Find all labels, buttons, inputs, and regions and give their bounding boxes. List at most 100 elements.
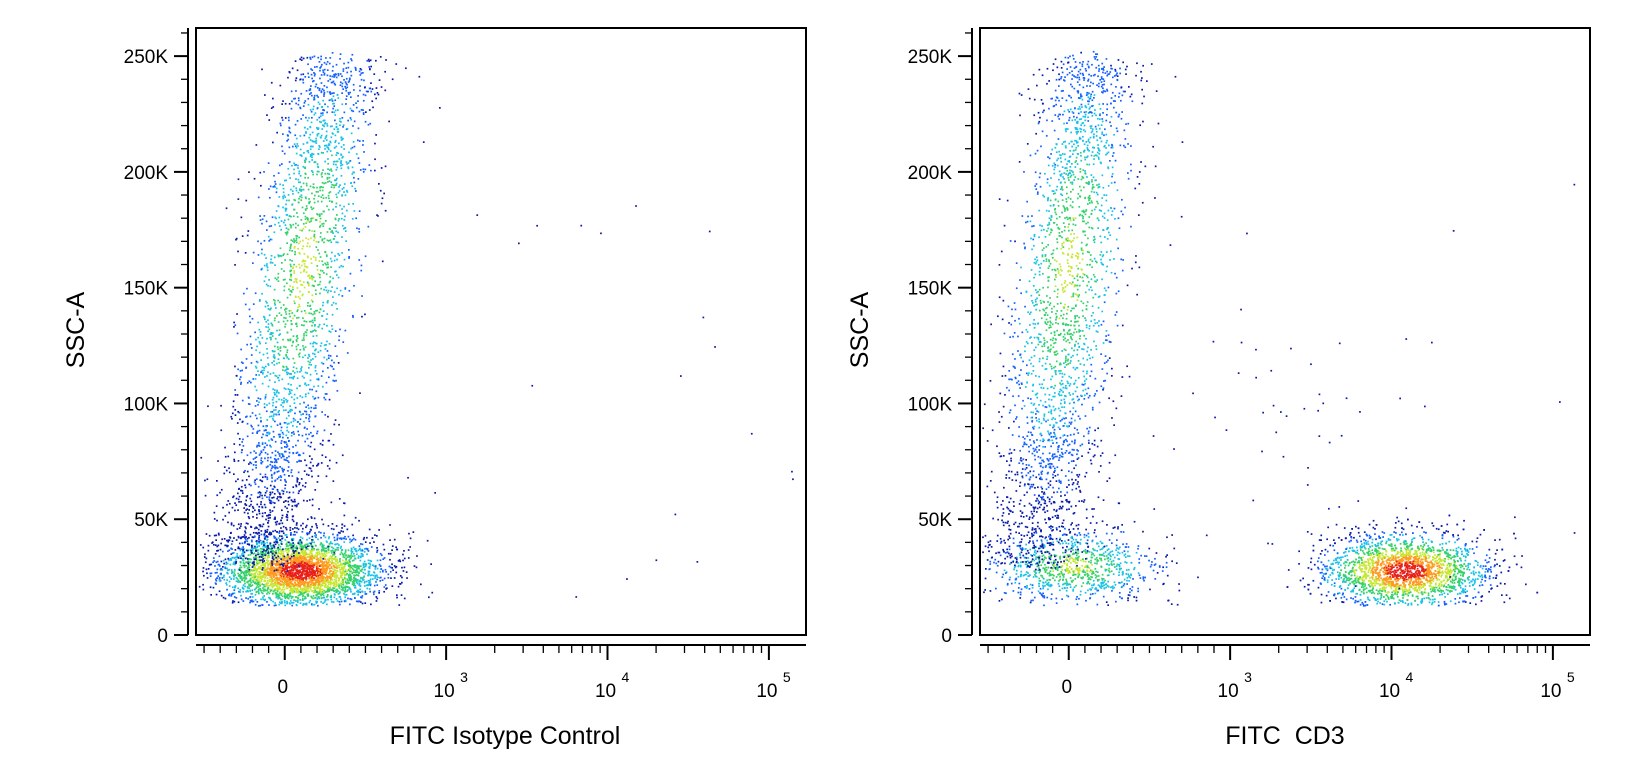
event-dot — [311, 596, 313, 599]
event-dot — [291, 100, 293, 103]
event-dot — [300, 59, 303, 61]
event-dot — [266, 263, 268, 265]
event-dot — [244, 484, 246, 487]
event-dot — [280, 268, 283, 270]
event-dot — [233, 572, 236, 574]
event-dot — [347, 579, 349, 582]
event-dot — [317, 191, 319, 193]
event-dot — [332, 587, 334, 589]
event-dot — [262, 476, 264, 479]
event-dot — [407, 549, 410, 551]
event-dot — [275, 593, 278, 595]
event-dot — [240, 598, 243, 601]
event-dot — [315, 191, 318, 193]
event-dot — [257, 196, 260, 199]
event-dot — [361, 568, 363, 571]
event-dot — [389, 524, 391, 526]
event-dot — [204, 479, 206, 482]
event-dot — [324, 414, 327, 416]
event-dot — [287, 545, 289, 547]
event-dot — [307, 360, 310, 363]
event-dot — [344, 581, 347, 584]
event-dot — [237, 601, 240, 604]
event-dot — [315, 569, 318, 572]
event-dot — [402, 570, 405, 572]
event-dot — [290, 532, 292, 534]
event-dot — [303, 592, 306, 594]
event-dot — [321, 518, 323, 521]
event-dot — [303, 584, 305, 587]
event-dot — [251, 547, 253, 550]
event-dot — [248, 171, 250, 173]
event-dot — [362, 93, 365, 96]
event-dot — [323, 552, 326, 555]
event-dot — [371, 537, 374, 539]
event-dot — [209, 586, 212, 589]
event-dot — [259, 342, 261, 345]
event-dot — [344, 593, 346, 596]
event-dot — [342, 588, 344, 590]
event-dot — [295, 556, 298, 559]
event-dot — [254, 578, 257, 581]
event-dot — [304, 260, 307, 262]
event-dot — [299, 148, 302, 151]
event-dot — [334, 566, 337, 569]
event-dot — [283, 574, 285, 577]
event-dot — [348, 586, 351, 589]
event-dot — [308, 312, 311, 315]
event-dot — [374, 169, 376, 172]
event-dot — [375, 134, 377, 136]
event-dot — [248, 505, 251, 507]
event-dot — [298, 578, 301, 581]
event-dot — [307, 585, 309, 588]
event-dot — [306, 566, 309, 569]
event-dot — [247, 590, 249, 593]
event-dot — [221, 569, 224, 571]
event-dot — [318, 531, 320, 533]
event-dot — [293, 588, 296, 591]
event-dot — [325, 571, 327, 574]
event-dot — [220, 594, 223, 597]
event-dot — [337, 192, 340, 194]
event-dot — [249, 533, 252, 536]
event-dot — [293, 302, 296, 305]
event-dot — [323, 547, 325, 549]
event-dot — [277, 411, 280, 414]
event-dot — [305, 90, 308, 92]
event-dot — [306, 583, 309, 586]
event-dot — [369, 583, 372, 586]
event-dot — [295, 555, 298, 558]
event-dot — [330, 588, 333, 591]
event-dot — [232, 524, 235, 527]
event-dot — [293, 314, 296, 317]
event-dot — [331, 557, 333, 560]
event-dot — [284, 259, 286, 261]
event-dot — [293, 362, 296, 364]
event-dot — [301, 530, 304, 533]
event-dot — [297, 569, 299, 572]
event-dot — [286, 560, 289, 563]
event-dot — [252, 562, 255, 564]
event-dot — [338, 266, 341, 269]
event-dot — [385, 59, 387, 61]
event-dot — [221, 550, 224, 553]
event-dot — [254, 535, 256, 538]
event-dot — [319, 583, 321, 585]
event-dot — [280, 589, 283, 592]
event-dot — [275, 461, 278, 464]
event-dot — [238, 569, 241, 571]
event-dot — [277, 566, 280, 569]
event-dot — [257, 590, 260, 593]
event-dot — [312, 108, 314, 111]
event-dot — [286, 356, 289, 359]
event-dot — [298, 566, 301, 568]
event-dot — [237, 572, 239, 575]
event-dot — [339, 547, 342, 549]
event-dot — [263, 533, 266, 535]
event-dot — [260, 575, 263, 578]
event-dot — [293, 270, 295, 272]
event-dot — [376, 559, 379, 562]
event-dot — [226, 539, 228, 542]
event-dot — [327, 565, 330, 568]
